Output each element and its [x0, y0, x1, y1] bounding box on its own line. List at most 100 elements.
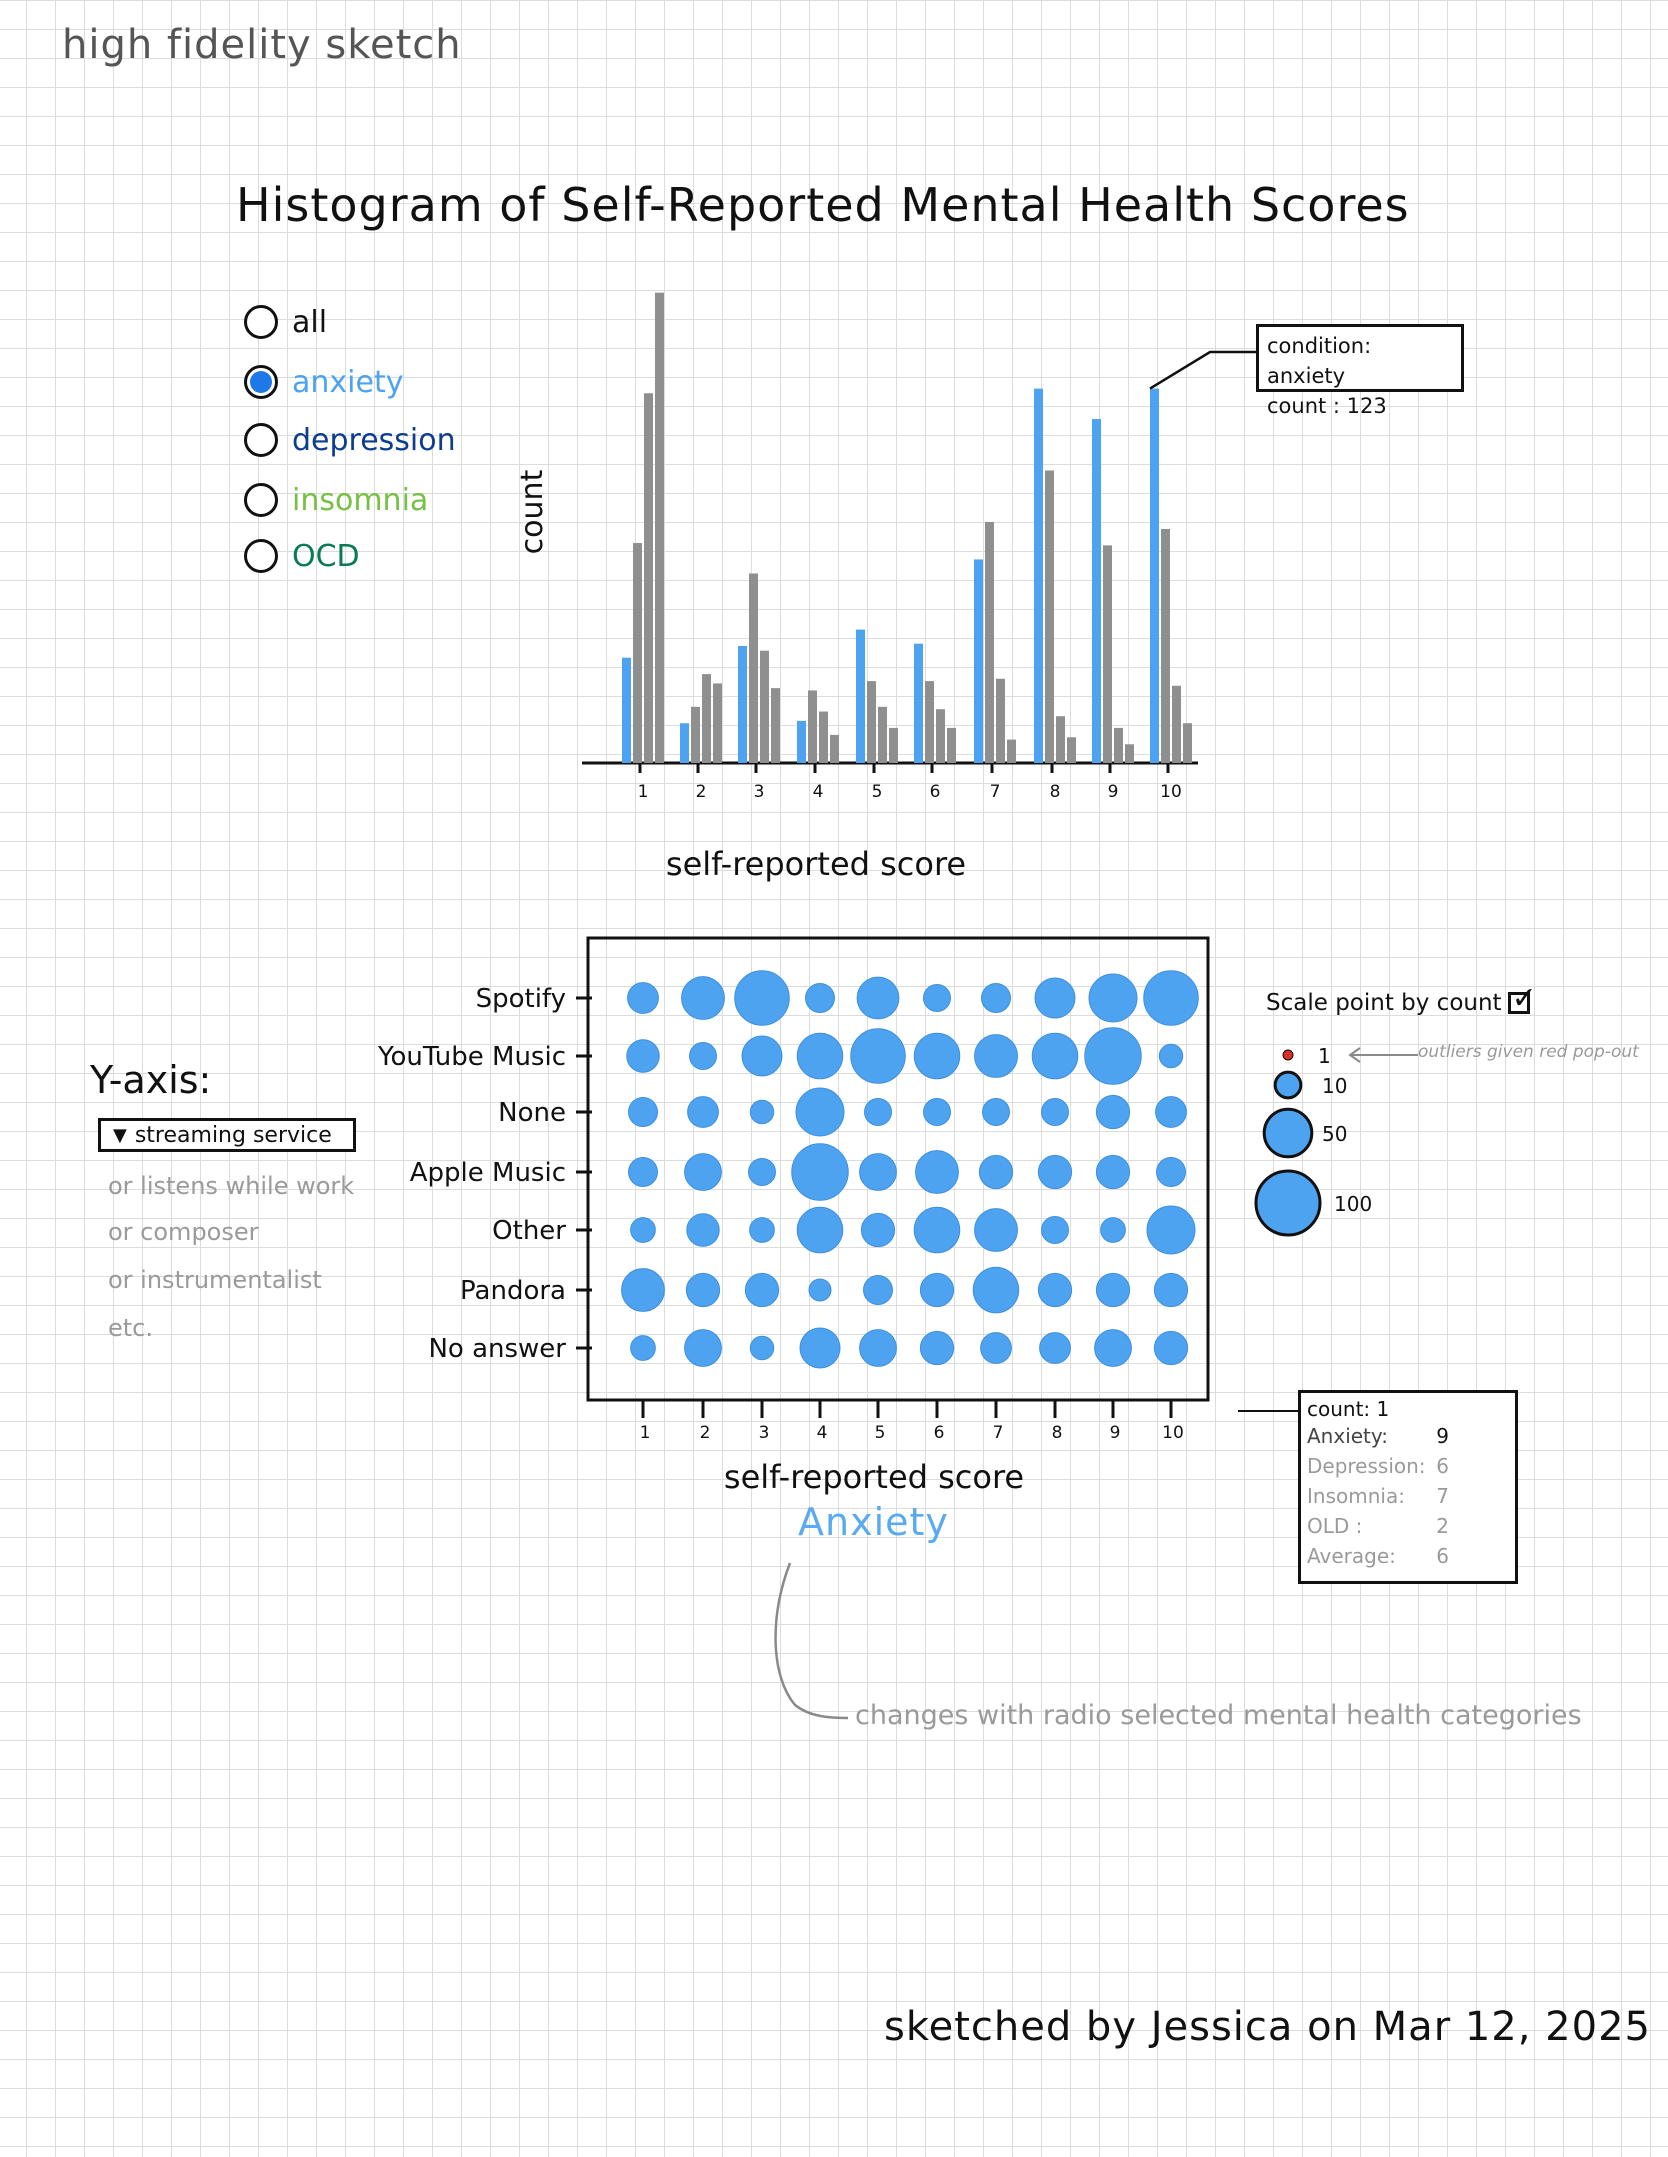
caption-arrow-path — [774, 1562, 849, 1720]
histogram-tooltip: condition: anxiety count : 123 — [1256, 324, 1464, 418]
dropdown-triangle-icon[interactable]: ▼ — [113, 1124, 127, 1146]
radio-ocd[interactable]: OCD — [244, 534, 360, 578]
histogram-bar — [985, 521, 994, 763]
histogram-bar — [1007, 739, 1016, 763]
histogram-bar — [1150, 388, 1159, 763]
scale-toggle-label: Scale point by count — [1266, 990, 1502, 1016]
radio-circle[interactable] — [244, 423, 278, 457]
bubble-point — [1034, 977, 1076, 1019]
bubble-point — [850, 1028, 906, 1084]
histogram-bar — [1125, 744, 1134, 763]
bubble-point — [981, 983, 1011, 1013]
x-tick-label: 5 — [872, 782, 883, 802]
histogram-bar — [738, 646, 747, 763]
yaxis-dropdown[interactable]: ▼ streaming service — [98, 1118, 356, 1152]
detail-row-average: Average: 6 — [1307, 1541, 1509, 1571]
detail-label: Depression: — [1307, 1454, 1426, 1478]
radio-depression[interactable]: depression — [244, 418, 456, 462]
yaxis-selected-value: streaming service — [134, 1122, 332, 1148]
detail-label: Insomnia: — [1307, 1484, 1405, 1508]
detail-value: 2 — [1436, 1514, 1449, 1538]
changes-note: changes with radio selected mental healt… — [855, 1700, 1582, 1731]
bubble-chart: 1 2 3 4 5 6 7 8 9 10 Spotify YouTube Music None Apple… — [377, 936, 1298, 1496]
legend-count-label: 10 — [1322, 1074, 1347, 1098]
detail-row-insomnia: Insomnia: 7 — [1307, 1481, 1509, 1511]
y-tick-label: None — [498, 1098, 566, 1128]
radio-circle[interactable] — [244, 483, 278, 517]
radio-anxiety[interactable]: anxiety — [244, 360, 403, 404]
histogram-bar — [691, 706, 700, 763]
bubble-point — [1155, 1096, 1187, 1128]
scale-by-count-toggle[interactable]: Scale point by count — [1266, 981, 1537, 1016]
x-tick-label: 1 — [640, 1423, 651, 1443]
bubble-point — [626, 1039, 660, 1073]
x-tick-label: 6 — [934, 1423, 945, 1443]
outlier-note: outliers given red pop-out — [1418, 1042, 1639, 1062]
x-tick-label: 6 — [930, 782, 941, 802]
histogram-bar — [947, 727, 956, 763]
detail-value: 7 — [1436, 1484, 1449, 1508]
histogram-bar — [867, 681, 876, 763]
detail-value: 6 — [1436, 1544, 1449, 1568]
bubble-point — [805, 983, 835, 1013]
bubble-point — [796, 1206, 844, 1254]
bubble-point — [1153, 1272, 1189, 1308]
radio-all[interactable]: all — [244, 300, 327, 344]
size-legend: 1 10 50 100 — [1254, 1044, 1418, 1237]
histogram-bar — [996, 678, 1005, 763]
bubble-point — [627, 982, 659, 1014]
scale-toggle-checkbox[interactable] — [1507, 981, 1537, 1016]
bubble-point — [974, 1208, 1018, 1252]
radio-label-depression: depression — [292, 422, 456, 458]
bubble-point — [1095, 1272, 1131, 1308]
bubble-point — [687, 1096, 719, 1128]
tooltip-condition: condition: anxiety — [1267, 334, 1372, 388]
bubble-point — [808, 1278, 832, 1302]
x-tick-label: 10 — [1160, 782, 1182, 802]
bubble-point — [744, 1272, 780, 1308]
bubble-point — [748, 1158, 776, 1186]
legend-bubble — [1282, 1049, 1294, 1061]
y-axis-label: count — [515, 469, 550, 554]
histogram-bar — [830, 734, 839, 763]
radio-circle[interactable] — [244, 365, 278, 399]
y-tick-label: Apple Music — [410, 1158, 566, 1188]
bubble-point — [923, 1098, 951, 1126]
detail-count: count: 1 — [1307, 1397, 1390, 1421]
radio-circle[interactable] — [244, 305, 278, 339]
histogram-bar — [655, 292, 664, 763]
histogram-bar — [644, 393, 653, 763]
x-tick-label: 3 — [754, 782, 765, 802]
bubble-point — [978, 1154, 1014, 1190]
bubble-point — [741, 1035, 783, 1077]
histogram-bar — [1067, 737, 1076, 763]
y-tick-label: Spotify — [476, 984, 566, 1014]
radio-insomnia[interactable]: insomnia — [244, 478, 428, 522]
yaxis-alt-option: or listens while work — [108, 1172, 355, 1200]
bubble-point — [681, 976, 725, 1020]
signature: sketched by Jessica on Mar 12, 2025 — [884, 2004, 1651, 2050]
bubble-point — [689, 1042, 717, 1070]
bubble-point — [684, 1153, 722, 1191]
x-tick-label: 4 — [817, 1423, 828, 1443]
bubble-point — [1094, 1329, 1132, 1367]
bubble-point — [628, 1157, 658, 1187]
legend-bubble — [1273, 1070, 1303, 1100]
x-tick-label: 2 — [696, 782, 707, 802]
bubble-point — [856, 976, 900, 1020]
histogram-bar — [808, 690, 817, 763]
bubble-point — [1031, 1032, 1079, 1080]
bubble-point — [1100, 1217, 1126, 1243]
bubble-point — [749, 1099, 775, 1125]
legend-count-label: 50 — [1322, 1122, 1347, 1146]
x-tick-label: 8 — [1052, 1423, 1063, 1443]
yaxis-alt-option: or composer — [108, 1218, 259, 1246]
x-tick-label: 3 — [759, 1423, 770, 1443]
histogram-title: Histogram of Self-Reported Mental Health… — [236, 178, 1410, 232]
caption-arrow — [774, 1562, 849, 1720]
radio-circle[interactable] — [244, 539, 278, 573]
plot-frame — [586, 936, 1210, 1402]
detail-row-depression: Depression: 6 — [1307, 1451, 1509, 1481]
yaxis-heading: Y-axis: — [90, 1058, 212, 1102]
x-tick-label: 7 — [993, 1423, 1004, 1443]
